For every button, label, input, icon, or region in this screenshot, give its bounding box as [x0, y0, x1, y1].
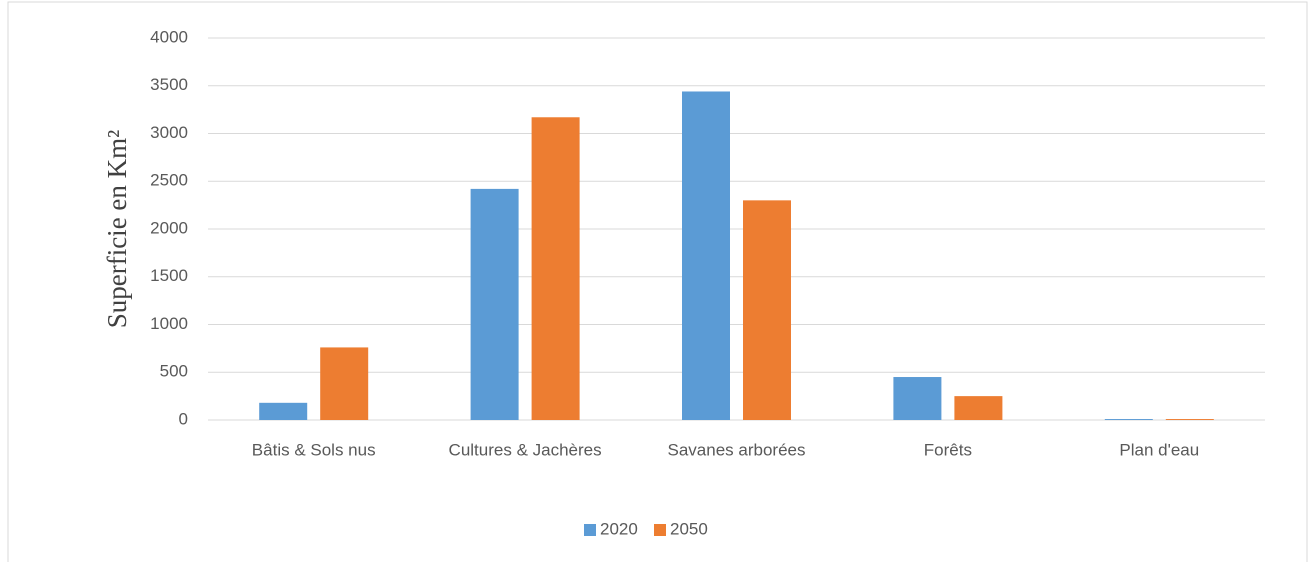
bar	[954, 396, 1003, 420]
x-tick-label: Savanes arborées	[668, 440, 806, 459]
x-tick-label: Plan d'eau	[1119, 440, 1199, 459]
legend-label: 2050	[670, 519, 708, 538]
bar	[531, 117, 580, 420]
bar	[320, 347, 369, 420]
bar	[1104, 419, 1153, 420]
bar	[470, 188, 519, 420]
bar	[893, 377, 942, 420]
bar	[743, 200, 791, 420]
chart-frame	[7, 1, 1308, 562]
y-tick-label: 1000	[150, 314, 188, 333]
x-tick-label: Bâtis & Sols nus	[252, 440, 376, 459]
y-tick-label: 4000	[150, 27, 188, 46]
y-axis-label: Superficie en Km²	[102, 130, 132, 329]
y-tick-label: 500	[160, 362, 188, 381]
legend-label: 2020	[600, 519, 638, 538]
y-tick-label: 2500	[150, 171, 188, 190]
y-tick-label: 3500	[150, 75, 188, 94]
legend-swatch	[584, 524, 596, 536]
y-tick-label: 2000	[150, 218, 188, 237]
bar	[1165, 419, 1214, 420]
y-tick-label: 0	[179, 409, 188, 428]
legend-swatch	[654, 524, 666, 536]
x-tick-label: Forêts	[924, 440, 972, 459]
y-tick-label: 1500	[150, 266, 188, 285]
bar	[682, 91, 730, 420]
y-tick-label: 3000	[150, 123, 188, 142]
bar	[259, 402, 308, 420]
x-tick-label: Cultures & Jachères	[449, 440, 602, 459]
